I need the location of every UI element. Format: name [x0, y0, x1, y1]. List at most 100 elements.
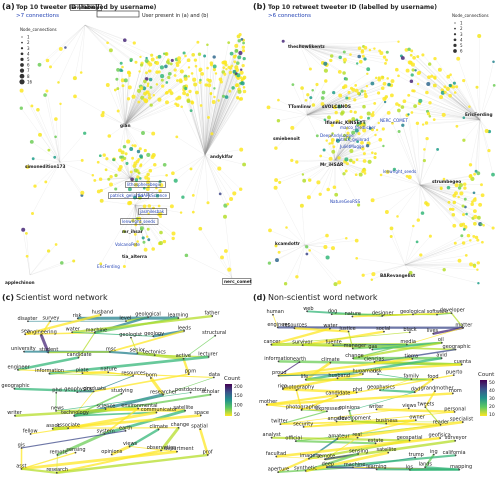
network-node [149, 85, 153, 89]
word-edge [386, 422, 441, 426]
word-node [336, 437, 339, 440]
network-node [107, 134, 112, 138]
word-label: puerto [446, 370, 463, 376]
word-node [23, 350, 25, 353]
network-node [373, 47, 376, 50]
word-node [325, 466, 328, 469]
word-node [55, 391, 58, 394]
network-node [373, 101, 377, 105]
word-label: risk [73, 313, 82, 319]
network-node [349, 149, 354, 153]
panel-d-colorbar [480, 380, 487, 416]
network-edge [204, 44, 208, 156]
network-node [452, 223, 457, 228]
network-node [196, 40, 200, 44]
network-node [469, 262, 473, 267]
network-node [273, 185, 278, 190]
network-node [242, 89, 247, 94]
network-edge [190, 110, 206, 156]
word-edge [337, 377, 433, 380]
network-node [462, 213, 465, 217]
network-node [238, 50, 243, 56]
network-node [184, 54, 187, 58]
word-node [330, 313, 333, 316]
network-edge [397, 184, 421, 217]
network-node [161, 84, 165, 88]
word-label: earth [119, 425, 132, 431]
word-node [67, 427, 70, 430]
network-edge [279, 159, 336, 183]
network-edge [419, 184, 449, 188]
network-node [112, 158, 116, 162]
network-node [356, 140, 359, 143]
word-label: research [46, 467, 68, 473]
network-edge [47, 24, 86, 61]
network-node [167, 71, 172, 76]
network-node [54, 243, 58, 246]
network-node [177, 56, 182, 61]
network-edge [124, 124, 144, 134]
network-node [134, 178, 139, 182]
network-node [333, 282, 338, 287]
network-node [132, 41, 136, 45]
word-label: engineer [267, 322, 290, 328]
network-edge [404, 264, 475, 267]
network-node [349, 110, 353, 113]
network-node [426, 112, 431, 116]
word-edge [271, 331, 410, 345]
network-node [324, 79, 328, 83]
network-edge [463, 117, 481, 121]
word-node [355, 391, 358, 394]
colorbar-tick: 30 [489, 396, 495, 402]
network-edge [34, 161, 61, 187]
network-edge [124, 103, 176, 126]
network-edge [204, 154, 226, 206]
network-node [236, 73, 241, 78]
network-edge [292, 84, 308, 116]
network-node [462, 228, 466, 231]
network-node [371, 151, 374, 154]
network-node [463, 197, 467, 201]
network-edge [308, 159, 336, 198]
network-edge [396, 69, 481, 121]
word-label: satellite [173, 405, 193, 411]
network-node [476, 261, 480, 265]
network-node [358, 121, 362, 125]
network-node [407, 113, 410, 116]
network-edge [306, 89, 354, 116]
network-edge [456, 119, 481, 127]
network-edge [129, 150, 146, 179]
word-node [408, 468, 411, 471]
word-node [412, 313, 414, 316]
network-node [147, 177, 151, 181]
network-node [285, 226, 288, 229]
word-node [270, 436, 273, 439]
network-node [290, 125, 295, 130]
network-node [464, 254, 468, 257]
word-node [103, 432, 106, 435]
word-label: geophysics [64, 387, 92, 393]
network-node [305, 245, 309, 249]
network-edge [134, 204, 154, 250]
network-node [139, 164, 143, 168]
network-node [335, 119, 340, 124]
network-edge [204, 82, 243, 156]
network-edge [328, 159, 336, 190]
word-edge [271, 436, 410, 442]
network-node [366, 72, 369, 76]
network-node [121, 84, 125, 88]
network-node [274, 178, 279, 183]
network-node [155, 61, 160, 65]
word-node [206, 454, 209, 456]
network-node [412, 55, 416, 60]
network-edge [124, 96, 134, 126]
network-node [319, 154, 323, 158]
network-node [439, 95, 444, 100]
network-edge [50, 24, 86, 67]
word-label: web [303, 306, 313, 312]
network-edge [334, 139, 381, 161]
network-node [381, 127, 385, 131]
network-node [345, 237, 348, 240]
